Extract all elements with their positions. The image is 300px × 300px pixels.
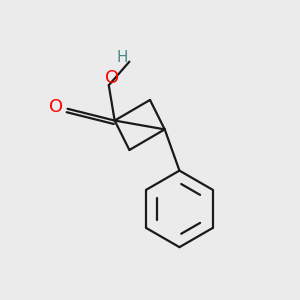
Text: H: H — [116, 50, 128, 65]
Text: O: O — [49, 98, 63, 116]
Text: O: O — [105, 69, 119, 87]
